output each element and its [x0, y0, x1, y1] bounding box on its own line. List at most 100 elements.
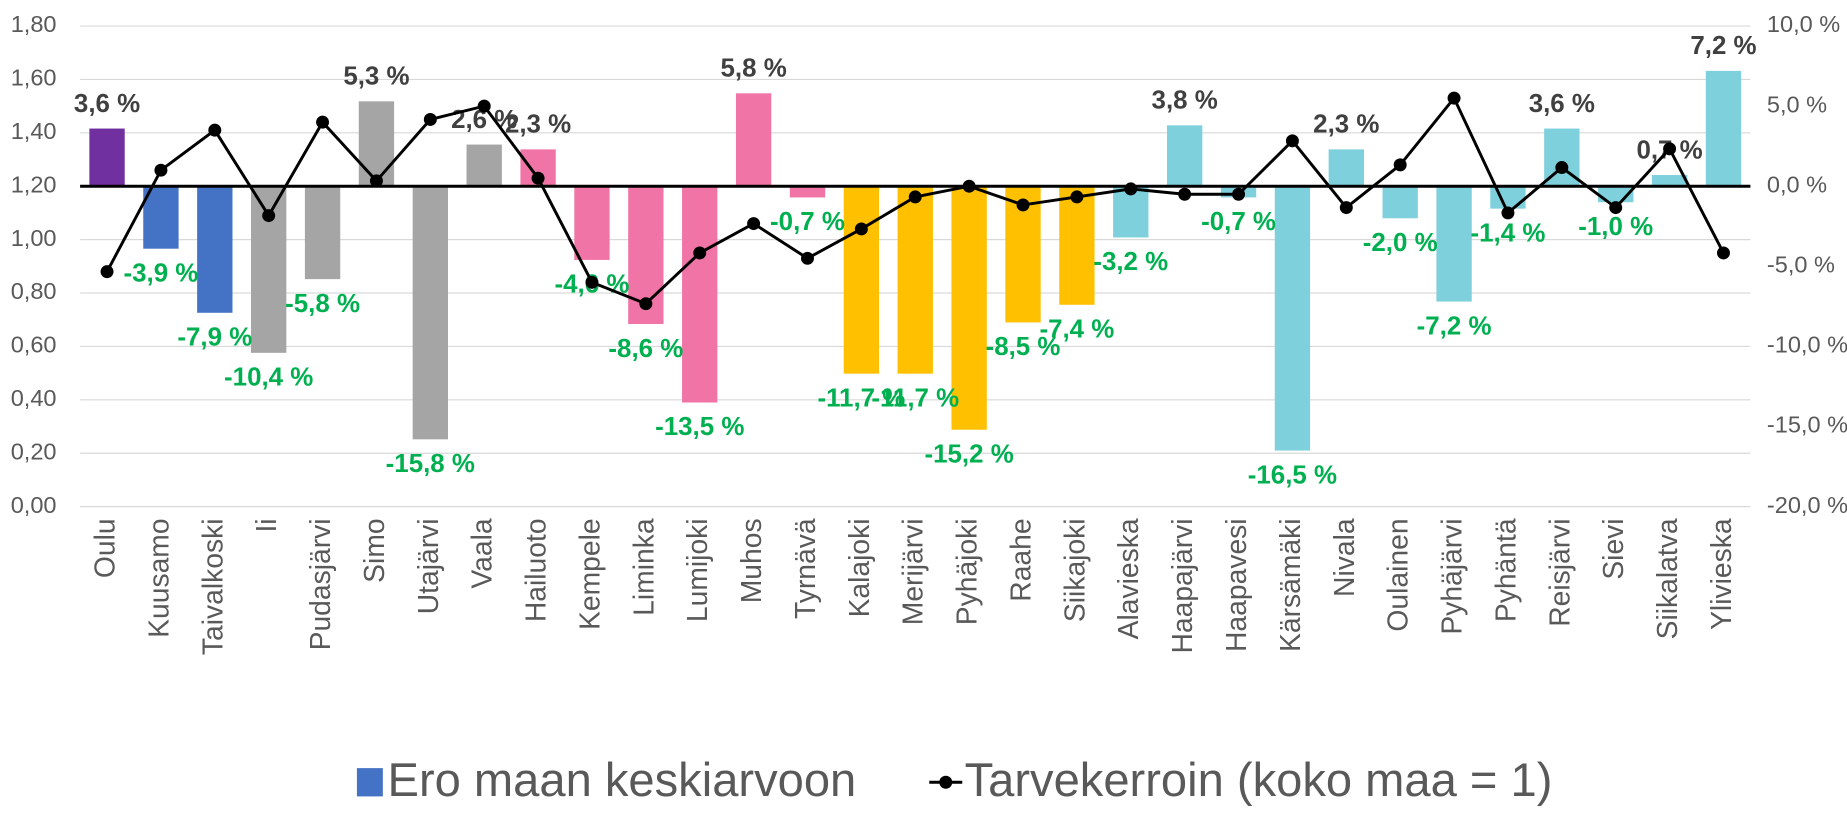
line-marker	[1016, 198, 1030, 212]
line-marker	[316, 115, 330, 129]
line-marker	[962, 179, 976, 193]
data-label: -11,7 %	[871, 384, 959, 412]
bar	[1382, 186, 1418, 219]
line-marker	[1232, 187, 1246, 201]
data-label: 7,2 %	[1690, 32, 1756, 60]
data-label: -3,9 %	[123, 259, 198, 287]
data-label: -5,8 %	[285, 290, 360, 318]
x-tick-label: Muhos	[735, 518, 767, 603]
x-tick-label: Taivalkoski	[196, 518, 228, 655]
y2-tick-label: -5,0 %	[1767, 252, 1835, 278]
bar	[1166, 125, 1203, 187]
y-tick-label: 0,40	[11, 385, 57, 411]
data-label: 5,3 %	[343, 63, 409, 91]
x-tick-label: Sievi	[1597, 518, 1629, 579]
x-tick-label: Raahe	[1004, 518, 1036, 601]
x-tick-label: Haapavesi	[1220, 518, 1252, 652]
line-marker	[1716, 246, 1730, 260]
data-label: -7,2 %	[1417, 312, 1492, 340]
bar	[412, 186, 448, 440]
bar	[143, 186, 179, 249]
x-tick-label: Reisjärvi	[1543, 518, 1575, 626]
data-label: 5,8 %	[720, 55, 786, 83]
bar	[358, 101, 395, 187]
y-tick-label: 1,40	[11, 118, 57, 144]
data-label: 3,8 %	[1152, 87, 1218, 115]
line-marker	[585, 275, 599, 289]
x-tick-label: Liminka	[627, 518, 659, 616]
data-label: -11,7 %	[817, 384, 905, 412]
line-marker	[1555, 161, 1569, 175]
bar	[951, 186, 987, 430]
x-tick-label: Siikajoki	[1058, 518, 1090, 622]
y2-tick-label: 5,0 %	[1767, 91, 1827, 117]
y2-tick-label: 10,0 %	[1767, 11, 1840, 37]
x-tick-label: Hailuoto	[520, 518, 552, 622]
line-marker	[531, 171, 545, 185]
x-tick-label: Nivala	[1328, 518, 1360, 597]
line-marker	[262, 209, 276, 223]
line-marker	[1393, 158, 1407, 172]
y2-tick-label: 0,0 %	[1767, 171, 1827, 197]
data-label: -0,7 %	[770, 208, 845, 236]
line-marker	[639, 297, 653, 311]
bar	[1436, 186, 1472, 302]
x-tick-label: Alavieska	[1112, 518, 1144, 639]
legend-swatch	[356, 768, 383, 797]
line-marker	[1339, 201, 1353, 215]
x-tick-label: Kärsämäki	[1274, 518, 1306, 652]
x-tick-label: Oulu	[89, 518, 121, 578]
line-marker	[747, 217, 761, 231]
x-tick-label: Utajärvi	[412, 518, 444, 614]
line-marker	[1124, 182, 1138, 196]
x-tick-label: Merijärvi	[897, 518, 929, 625]
x-tick-label: Pyhäntä	[1489, 518, 1521, 622]
bar	[682, 186, 718, 403]
bar	[735, 93, 772, 187]
bar	[1059, 186, 1095, 305]
bar	[1705, 70, 1742, 187]
x-tick-label: Pyhäjärvi	[1436, 518, 1468, 634]
line-marker	[908, 190, 922, 204]
x-tick-label: Ii	[250, 518, 282, 532]
data-label: -0,7 %	[1201, 208, 1276, 236]
x-tick-label: Tyrnävä	[789, 518, 821, 619]
bar	[843, 186, 880, 374]
line-marker	[1663, 142, 1677, 156]
line-marker	[100, 265, 114, 279]
data-label: -8,5 %	[986, 333, 1061, 361]
y-tick-label: 1,00	[11, 225, 57, 251]
line-marker	[208, 123, 222, 137]
data-label: -3,2 %	[1093, 248, 1168, 276]
x-tick-label: Oulainen	[1382, 518, 1414, 631]
line-marker	[854, 222, 868, 236]
bar	[1274, 186, 1311, 451]
data-label: 2,3 %	[1313, 111, 1379, 139]
data-label: -15,8 %	[386, 450, 475, 478]
x-tick-label: Ylivieska	[1705, 518, 1737, 630]
line-marker	[1447, 91, 1461, 105]
y-tick-label: 0,60	[11, 332, 57, 358]
y2-tick-label: -10,0 %	[1767, 332, 1847, 358]
x-tick-label: Vaala	[466, 518, 498, 588]
line-marker	[369, 174, 383, 188]
data-label: -2,0 %	[1363, 229, 1438, 257]
line-marker	[477, 99, 491, 113]
bar	[466, 144, 502, 187]
x-tick-label: Haapajärvi	[1166, 518, 1198, 653]
y-tick-label: 0,20	[11, 438, 57, 464]
data-label: -16,5 %	[1248, 461, 1337, 489]
line-marker	[1178, 187, 1192, 201]
line-marker	[1501, 206, 1515, 220]
line-marker	[1609, 201, 1623, 215]
x-tick-label: Kuusamo	[142, 518, 174, 637]
data-label: 2,3 %	[505, 111, 571, 139]
bar	[1328, 149, 1364, 187]
line-marker	[801, 251, 814, 265]
y-tick-label: 1,80	[11, 11, 57, 37]
line-marker	[1070, 190, 1084, 204]
x-tick-label: Lumijoki	[681, 518, 713, 622]
x-tick-label: Kempele	[573, 518, 605, 630]
x-tick-label: Siikalatva	[1651, 518, 1683, 639]
